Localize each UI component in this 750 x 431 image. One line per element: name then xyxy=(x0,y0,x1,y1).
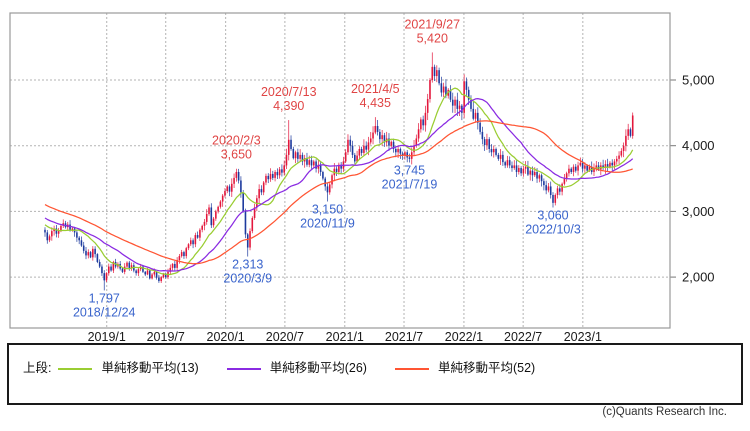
svg-text:2021/9/27: 2021/9/27 xyxy=(404,17,460,31)
legend-item-sma13: 単純移動平均(13) xyxy=(58,361,199,375)
legend-prefix: 上段: xyxy=(23,361,52,375)
svg-text:2020/7/13: 2020/7/13 xyxy=(261,85,317,99)
svg-text:3,150: 3,150 xyxy=(312,203,343,217)
svg-text:2,000: 2,000 xyxy=(682,270,715,285)
svg-text:2022/1: 2022/1 xyxy=(445,330,483,344)
svg-text:2022/10/3: 2022/10/3 xyxy=(525,222,581,236)
svg-text:2023/1: 2023/1 xyxy=(564,330,602,344)
svg-text:2020/2/3: 2020/2/3 xyxy=(212,134,261,148)
svg-text:2019/1: 2019/1 xyxy=(88,330,126,344)
svg-text:2021/1: 2021/1 xyxy=(326,330,364,344)
svg-text:2020/3/9: 2020/3/9 xyxy=(223,272,272,286)
svg-text:4,390: 4,390 xyxy=(273,99,304,113)
legend: 上段: 単純移動平均(13) 単純移動平均(26) 単純移動平均(52) xyxy=(7,343,743,405)
svg-text:3,650: 3,650 xyxy=(221,148,252,162)
svg-text:2021/7/19: 2021/7/19 xyxy=(382,177,438,191)
svg-text:2020/11/9: 2020/11/9 xyxy=(300,217,355,231)
svg-text:2021/7: 2021/7 xyxy=(385,330,423,344)
svg-text:4,435: 4,435 xyxy=(360,96,391,110)
svg-text:2022/7: 2022/7 xyxy=(504,330,542,344)
legend-item-sma52: 単純移動平均(52) xyxy=(394,361,536,375)
legend-item-sma26: 単純移動平均(26) xyxy=(226,361,367,375)
svg-text:4,000: 4,000 xyxy=(682,138,715,153)
svg-text:5,000: 5,000 xyxy=(682,73,715,88)
price-chart: 2,000 3,000 4,000 5,000 2019/1 2019/7 2020/1 20… xyxy=(9,12,715,344)
svg-text:3,060: 3,060 xyxy=(537,208,568,222)
legend-label-sma26: 単純移動平均(26) xyxy=(269,361,367,375)
svg-text:2021/4/5: 2021/4/5 xyxy=(351,82,400,96)
sma52-line-swatch xyxy=(394,367,429,370)
sma13-line-swatch xyxy=(58,367,93,370)
svg-text:3,000: 3,000 xyxy=(682,204,715,219)
svg-text:2,313: 2,313 xyxy=(232,258,263,272)
svg-text:2019/7: 2019/7 xyxy=(147,330,185,344)
svg-text:2018/12/24: 2018/12/24 xyxy=(73,305,136,319)
svg-text:2020/1: 2020/1 xyxy=(207,330,245,344)
svg-text:1,797: 1,797 xyxy=(89,291,120,305)
legend-label-sma52: 単純移動平均(52) xyxy=(437,361,536,375)
copyright: (c)Quants Research Inc. xyxy=(602,406,727,418)
svg-text:3,745: 3,745 xyxy=(394,163,425,177)
svg-text:2020/7: 2020/7 xyxy=(266,330,304,344)
svg-text:5,420: 5,420 xyxy=(417,31,448,45)
legend-label-sma13: 単純移動平均(13) xyxy=(101,361,199,375)
sma26-line-swatch xyxy=(226,367,261,370)
